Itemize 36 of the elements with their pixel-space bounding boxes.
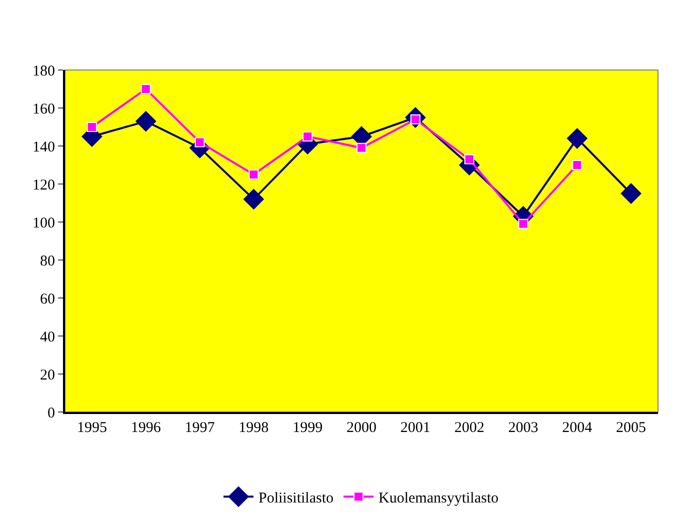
x-tick-label: 2001 (400, 420, 430, 436)
y-tick-label: 180 (32, 63, 55, 80)
x-tick-label: 2000 (346, 420, 376, 436)
x-tick-label: 1999 (292, 420, 323, 436)
y-tick-label: 60 (40, 291, 55, 308)
x-tick-label: 2005 (616, 420, 646, 436)
point (194, 137, 205, 148)
point (86, 122, 97, 132)
x-tick-label: 2003 (508, 420, 538, 436)
point (572, 160, 582, 170)
y-tick-label: 20 (40, 367, 55, 384)
point (464, 154, 474, 164)
y-tick-label: 100 (32, 215, 55, 232)
point (620, 183, 642, 204)
point (248, 170, 259, 180)
point (243, 188, 264, 210)
y-tick-label: 40 (40, 329, 55, 346)
point (356, 142, 366, 153)
legend-label: Poliisitilasto (258, 490, 334, 506)
y-tick-label: 0 (48, 405, 55, 422)
point (302, 132, 313, 142)
x-tick-label: 2004 (562, 420, 593, 436)
legend-label: Kuolemansyytilasto (378, 490, 499, 506)
y-tick-label: 140 (32, 139, 55, 156)
x-tick-label: 1997 (184, 420, 216, 436)
x-tick-label: 2002 (454, 420, 484, 436)
point (518, 218, 528, 229)
y-tick-label: 80 (40, 253, 55, 270)
y-tick-label: 160 (32, 101, 55, 118)
x-tick-label: 1998 (238, 420, 269, 436)
point (566, 128, 588, 149)
point (140, 84, 151, 94)
point (136, 111, 156, 132)
x-tick-label: 1996 (130, 420, 162, 436)
x-tick-label: 1995 (76, 420, 107, 436)
y-tick-label: 120 (32, 177, 55, 194)
